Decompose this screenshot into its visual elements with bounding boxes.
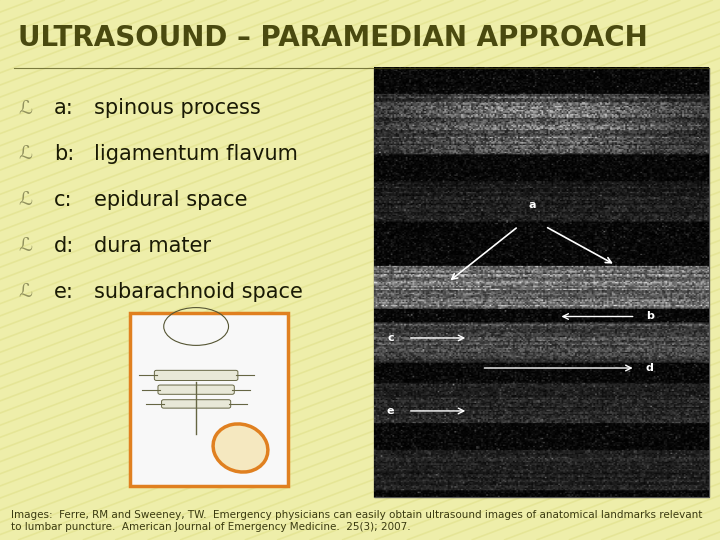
Text: e:: e: xyxy=(54,281,74,302)
Text: epidural space: epidural space xyxy=(94,190,247,210)
FancyBboxPatch shape xyxy=(158,385,234,394)
Text: ℒ: ℒ xyxy=(18,98,32,118)
Text: b: b xyxy=(646,312,654,321)
Text: ℒ: ℒ xyxy=(18,236,32,255)
Text: d: d xyxy=(646,363,654,373)
Text: ℒ: ℒ xyxy=(18,144,32,164)
FancyBboxPatch shape xyxy=(161,400,230,408)
Text: c: c xyxy=(387,333,395,343)
Text: Images:  Ferre, RM and Sweeney, TW.  Emergency physicians can easily obtain ultr: Images: Ferre, RM and Sweeney, TW. Emerg… xyxy=(11,510,702,532)
Text: ℒ: ℒ xyxy=(18,190,32,210)
FancyBboxPatch shape xyxy=(130,313,288,486)
Text: e: e xyxy=(387,406,395,416)
Text: ligamentum flavum: ligamentum flavum xyxy=(94,144,297,164)
Text: a: a xyxy=(528,200,536,210)
Text: ℒ: ℒ xyxy=(18,282,32,301)
Text: dura mater: dura mater xyxy=(94,235,211,256)
Bar xyxy=(374,68,709,497)
Text: c:: c: xyxy=(54,190,73,210)
Text: ULTRASOUND – PARAMEDIAN APPROACH: ULTRASOUND – PARAMEDIAN APPROACH xyxy=(18,24,648,52)
FancyBboxPatch shape xyxy=(154,370,238,381)
Text: subarachnoid space: subarachnoid space xyxy=(94,281,302,302)
Ellipse shape xyxy=(213,424,268,472)
Text: spinous process: spinous process xyxy=(94,98,261,118)
Text: d:: d: xyxy=(54,235,74,256)
Text: a:: a: xyxy=(54,98,73,118)
Text: b:: b: xyxy=(54,144,74,164)
